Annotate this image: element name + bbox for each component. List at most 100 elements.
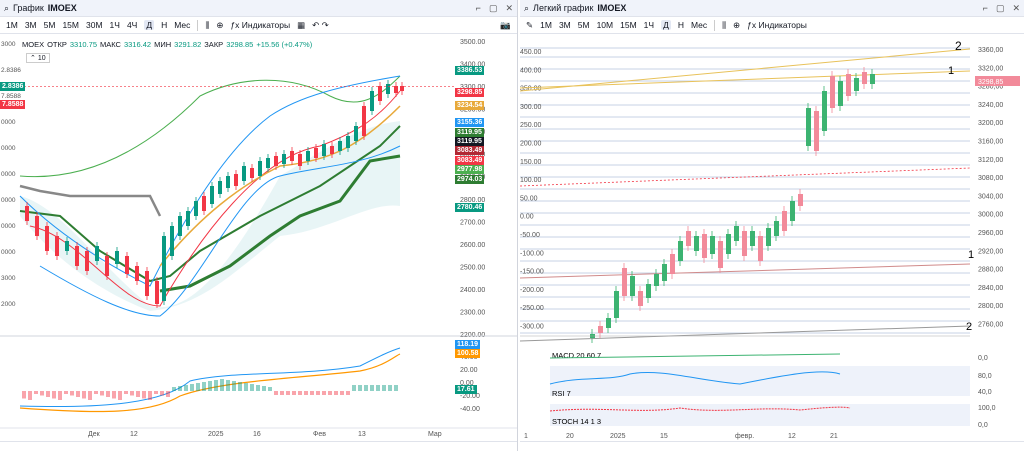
candle [145, 271, 149, 296]
osc-axis-label: 0.00 [520, 214, 534, 221]
indicator-axis-label: -40.00 [460, 406, 480, 413]
timeframe-0[interactable]: 1М [6, 20, 18, 30]
price-axis-label: 3200,00 [978, 120, 1003, 127]
macd-histogram-bar [142, 391, 146, 399]
maximize-icon[interactable]: ▢ [995, 2, 1005, 13]
ichimoku-span [159, 154, 401, 293]
timeframe-6[interactable]: Д [661, 20, 671, 30]
price-tag: 2977.98 [455, 165, 485, 174]
close-icon[interactable]: ✕ [1012, 2, 1020, 13]
bollinger-fill [20, 121, 400, 311]
chart-type-icon[interactable]: ⫼ [722, 19, 727, 30]
compare-icon[interactable]: ⊕ [216, 19, 224, 30]
timeframe-1[interactable]: 3М [24, 20, 37, 30]
timeframe-7[interactable]: Н [677, 20, 684, 30]
candle [35, 216, 39, 236]
macd-histogram-bar [160, 391, 164, 396]
left-price-tag: 7.8588 [0, 100, 26, 109]
macd-histogram-bar [232, 381, 236, 391]
candle [758, 236, 763, 261]
candle [298, 154, 302, 166]
search-icon[interactable]: ⌕ [524, 2, 530, 13]
undo-redo-icon[interactable]: ↶ ↷ [312, 19, 329, 30]
timeframe-1[interactable]: 3М [558, 20, 571, 30]
timeframe-3[interactable]: 10М [596, 20, 614, 30]
camera-icon[interactable]: 📷 [500, 19, 511, 30]
timeframe-4[interactable]: 15М [620, 20, 637, 30]
price-axis-label: 2400.00 [460, 287, 485, 294]
timeframe-5[interactable]: 1Ч [109, 20, 120, 30]
macd-histogram-bar [310, 391, 314, 395]
price-tag: 2780.46 [455, 203, 485, 212]
right-ticker[interactable]: IMOEX [597, 3, 627, 13]
timeframe-2[interactable]: 5М [43, 20, 56, 30]
trendline-1b [520, 263, 971, 279]
timeframe-8[interactable]: Мес [690, 20, 708, 30]
price-tag: 3119.95 [455, 137, 484, 146]
macd-histogram-bar [82, 391, 86, 399]
price-axis-label: 2960,00 [978, 230, 1003, 237]
pencil-icon[interactable]: ✎ [526, 19, 534, 30]
candle [274, 156, 278, 166]
candle [354, 126, 358, 141]
time-axis-label: 21 [830, 433, 838, 440]
candle [598, 326, 603, 333]
trendline-2b [520, 325, 971, 342]
time-axis-label: Мар [428, 431, 442, 438]
osc-axis-label: 50.00 [520, 195, 538, 202]
time-axis-label: 20 [566, 433, 574, 440]
macd-histogram-bar [70, 391, 74, 396]
indicators-button[interactable]: ƒx Индикаторы [747, 20, 807, 30]
timeframe-3[interactable]: 15М [62, 20, 79, 30]
left-ticker[interactable]: IMOEX [47, 3, 77, 13]
macd-histogram-bar [136, 391, 140, 397]
macd-histogram-bar [166, 391, 170, 397]
layout-icon[interactable]: ▦ [297, 19, 306, 30]
timeframe-8[interactable]: Н [161, 20, 168, 30]
candle [218, 181, 222, 194]
price-axis-label: 3120,00 [978, 157, 1003, 164]
candle [125, 256, 129, 274]
maximize-icon[interactable]: ▢ [488, 2, 498, 13]
minimize-icon[interactable]: ⌐ [982, 2, 988, 13]
time-axis-label: февр. [735, 433, 754, 440]
candle [170, 226, 174, 256]
candle [702, 234, 707, 258]
macd-histogram-bar [238, 382, 242, 391]
timeframe-2[interactable]: 5М [577, 20, 590, 30]
indicators-button[interactable]: ƒx Индикаторы [230, 20, 291, 30]
timeframe-9[interactable]: Мес [174, 20, 191, 30]
candle [766, 228, 771, 246]
timeframe-7[interactable]: Д [144, 20, 155, 30]
legend-collapse[interactable]: ⌃ 10 [26, 53, 50, 63]
left-price-chart[interactable]: 3500.003400.003300.003200.003100.003000.… [0, 36, 518, 438]
timeframe-4[interactable]: 30М [85, 20, 103, 30]
search-icon[interactable]: ⌕ [4, 2, 10, 13]
osc-axis-label: 300.00 [520, 104, 542, 111]
macd-histogram-bar [154, 391, 158, 394]
osc-axis-label: -250.00 [520, 305, 544, 312]
candle [178, 216, 182, 236]
left-price-tag: 2.8386 [0, 82, 26, 91]
macd-series [549, 353, 841, 359]
last-price-bg [975, 76, 1020, 86]
price-axis-label: 2800.00 [460, 197, 485, 204]
macd-histogram-bar [88, 391, 92, 400]
timeframe-5[interactable]: 1Ч [643, 20, 655, 30]
candle [85, 251, 89, 271]
right-title-prefix: Легкий график [533, 3, 594, 13]
chart-type-icon[interactable]: ⫼ [205, 19, 210, 30]
candle [394, 86, 398, 93]
timeframe-6[interactable]: 4Ч [126, 20, 138, 30]
macd-histogram-bar [202, 382, 206, 391]
compare-icon[interactable]: ⊕ [733, 19, 741, 30]
timeframe-0[interactable]: 1М [540, 20, 552, 30]
time-axis-label: 12 [130, 431, 138, 438]
time-axis-label: 16 [253, 431, 261, 438]
close-icon[interactable]: ✕ [505, 2, 513, 13]
price-axis-label: 2800,00 [978, 303, 1003, 310]
right-price-chart[interactable]: 450.00400.00350.00300.00250.00200.00150.… [520, 36, 1024, 441]
osc-axis-label: 450.00 [520, 49, 542, 56]
minimize-icon[interactable]: ⌐ [475, 2, 481, 13]
macd-histogram-bar [112, 391, 116, 399]
